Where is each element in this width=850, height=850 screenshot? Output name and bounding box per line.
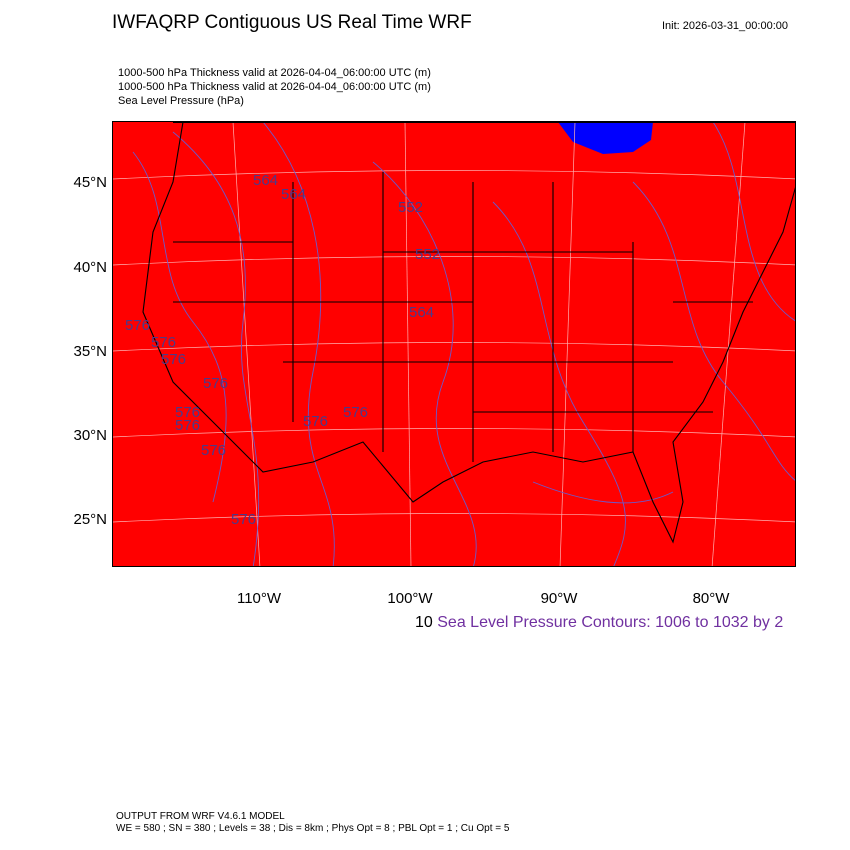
thickness-label: 576 [151, 334, 176, 351]
subtitle-3: Sea Level Pressure (hPa) [118, 95, 244, 107]
thickness-label: 576 [201, 442, 226, 459]
subtitle-1: 1000-500 hPa Thickness valid at 2026-04-… [118, 67, 431, 79]
thickness-label: 552 [415, 246, 440, 263]
water-patch [558, 122, 653, 154]
model-info-line-1: OUTPUT FROM WRF V4.6.1 MODEL [116, 811, 285, 822]
thickness-label: 576 [125, 317, 150, 334]
lat-tick-45: 45°N [73, 174, 107, 191]
thickness-label: 576 [303, 413, 328, 430]
lat-tick-40: 40°N [73, 259, 107, 276]
thickness-labels: 5645645525525645765765765765765765765765… [125, 172, 440, 528]
lat-tick-35: 35°N [73, 343, 107, 360]
map-plot: 564 564 552 552 564 576 576 576 576 576 576 576 576 5… [112, 121, 796, 567]
model-info: OUTPUT FROM WRF V4.6.1 MODEL WE = 580 ; … [116, 811, 509, 835]
lon-tick-100: 100°W [387, 590, 433, 607]
thickness-label: 576 [231, 511, 256, 528]
lon-tick-80: 80°W [692, 590, 730, 607]
thickness-label: 576 [161, 351, 186, 368]
thickness-fill [113, 122, 795, 566]
subtitle-2: 1000-500 hPa Thickness valid at 2026-04-… [118, 81, 431, 93]
thickness-label: 576 [203, 375, 228, 392]
thickness-label: 564 [281, 186, 306, 203]
model-info-line-2: WE = 580 ; SN = 380 ; Levels = 38 ; Dis … [116, 823, 510, 834]
state-boundaries [142, 122, 795, 544]
lon-tick-90: 90°W [540, 590, 578, 607]
thickness-label: 564 [409, 304, 434, 321]
map-svg: 5645645525525645765765765765765765765765… [113, 122, 795, 566]
thickness-label: 576 [343, 404, 368, 421]
init-time: Init: 2026-03-31_00:00:00 [662, 20, 788, 32]
thickness-label: 552 [398, 199, 423, 216]
slp-contour-label: Sea Level Pressure Contours: 1006 to 103… [437, 614, 784, 631]
slp-contours [132, 122, 795, 566]
thickness-label: 576 [175, 417, 200, 434]
contour-info: 10 Sea Level Pressure Contours: 1006 to … [415, 614, 783, 632]
lat-tick-25: 25°N [73, 511, 107, 528]
thickness-label: 564 [253, 172, 278, 189]
thickness-label: 576 [175, 404, 200, 421]
chart-title: IWFAQRP Contiguous US Real Time WRF [112, 12, 472, 33]
lat-tick-30: 30°N [73, 427, 107, 444]
lon-tick-110: 110°W [236, 590, 282, 607]
zero-field-label: 10 [415, 614, 433, 631]
